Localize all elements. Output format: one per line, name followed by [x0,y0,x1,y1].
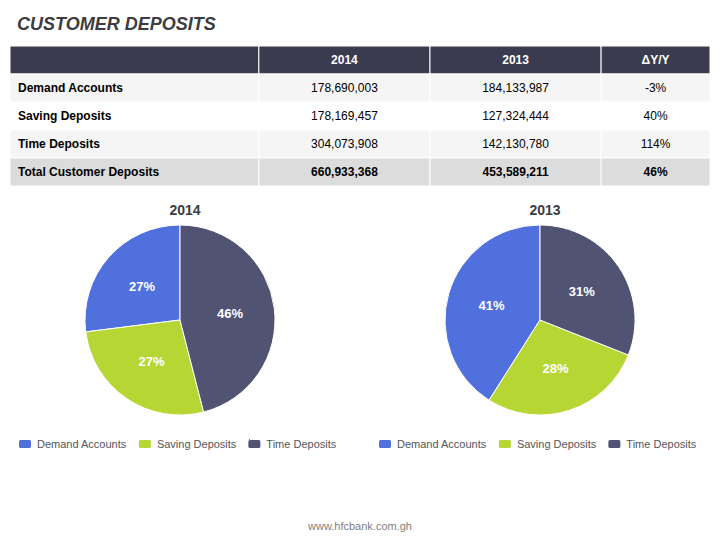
svg-text:28%: 28% [543,361,569,376]
svg-text:453,589,211: 453,589,211 [483,165,549,179]
svg-text:127,324,444: 127,324,444 [482,109,549,123]
svg-text:Time Deposits: Time Deposits [626,438,696,450]
svg-text:46%: 46% [644,165,668,179]
svg-text:184,133,987: 184,133,987 [482,81,549,95]
svg-text:www.hfcbank.com.gh: www.hfcbank.com.gh [307,520,412,532]
svg-text:Demand Accounts: Demand Accounts [37,438,127,450]
svg-text:Time Deposits: Time Deposits [18,137,100,151]
svg-text:142,130,780: 142,130,780 [482,137,549,151]
svg-text:Saving Deposits: Saving Deposits [517,438,597,450]
svg-text:27%: 27% [129,279,155,294]
svg-text:Demand Accounts: Demand Accounts [18,81,123,95]
svg-text:CUSTOMER DEPOSITS: CUSTOMER DEPOSITS [17,14,216,34]
svg-text:2013: 2013 [502,53,529,67]
svg-text:31%: 31% [569,284,595,299]
svg-text:41%: 41% [478,298,504,313]
svg-text:Saving Deposits: Saving Deposits [157,438,237,450]
svg-text:660,933,368: 660,933,368 [311,165,378,179]
svg-text:Time Deposits: Time Deposits [266,438,336,450]
svg-text:178,169,457: 178,169,457 [311,109,378,123]
svg-text:2014: 2014 [169,202,200,218]
svg-text:304,073,908: 304,073,908 [311,137,378,151]
svg-text:40%: 40% [644,109,668,123]
svg-text:2013: 2013 [529,202,560,218]
svg-text:46%: 46% [217,306,243,321]
svg-text:114%: 114% [641,137,671,151]
svg-text:27%: 27% [139,354,165,369]
svg-text:Saving Deposits: Saving Deposits [18,109,112,123]
svg-text:178,690,003: 178,690,003 [311,81,378,95]
svg-text:ΔY/Y: ΔY/Y [642,53,670,67]
svg-text:-3%: -3% [645,81,667,95]
svg-text:2014: 2014 [331,53,358,67]
svg-text:Total Customer Deposits: Total Customer Deposits [18,165,159,179]
svg-text:Demand Accounts: Demand Accounts [397,438,487,450]
